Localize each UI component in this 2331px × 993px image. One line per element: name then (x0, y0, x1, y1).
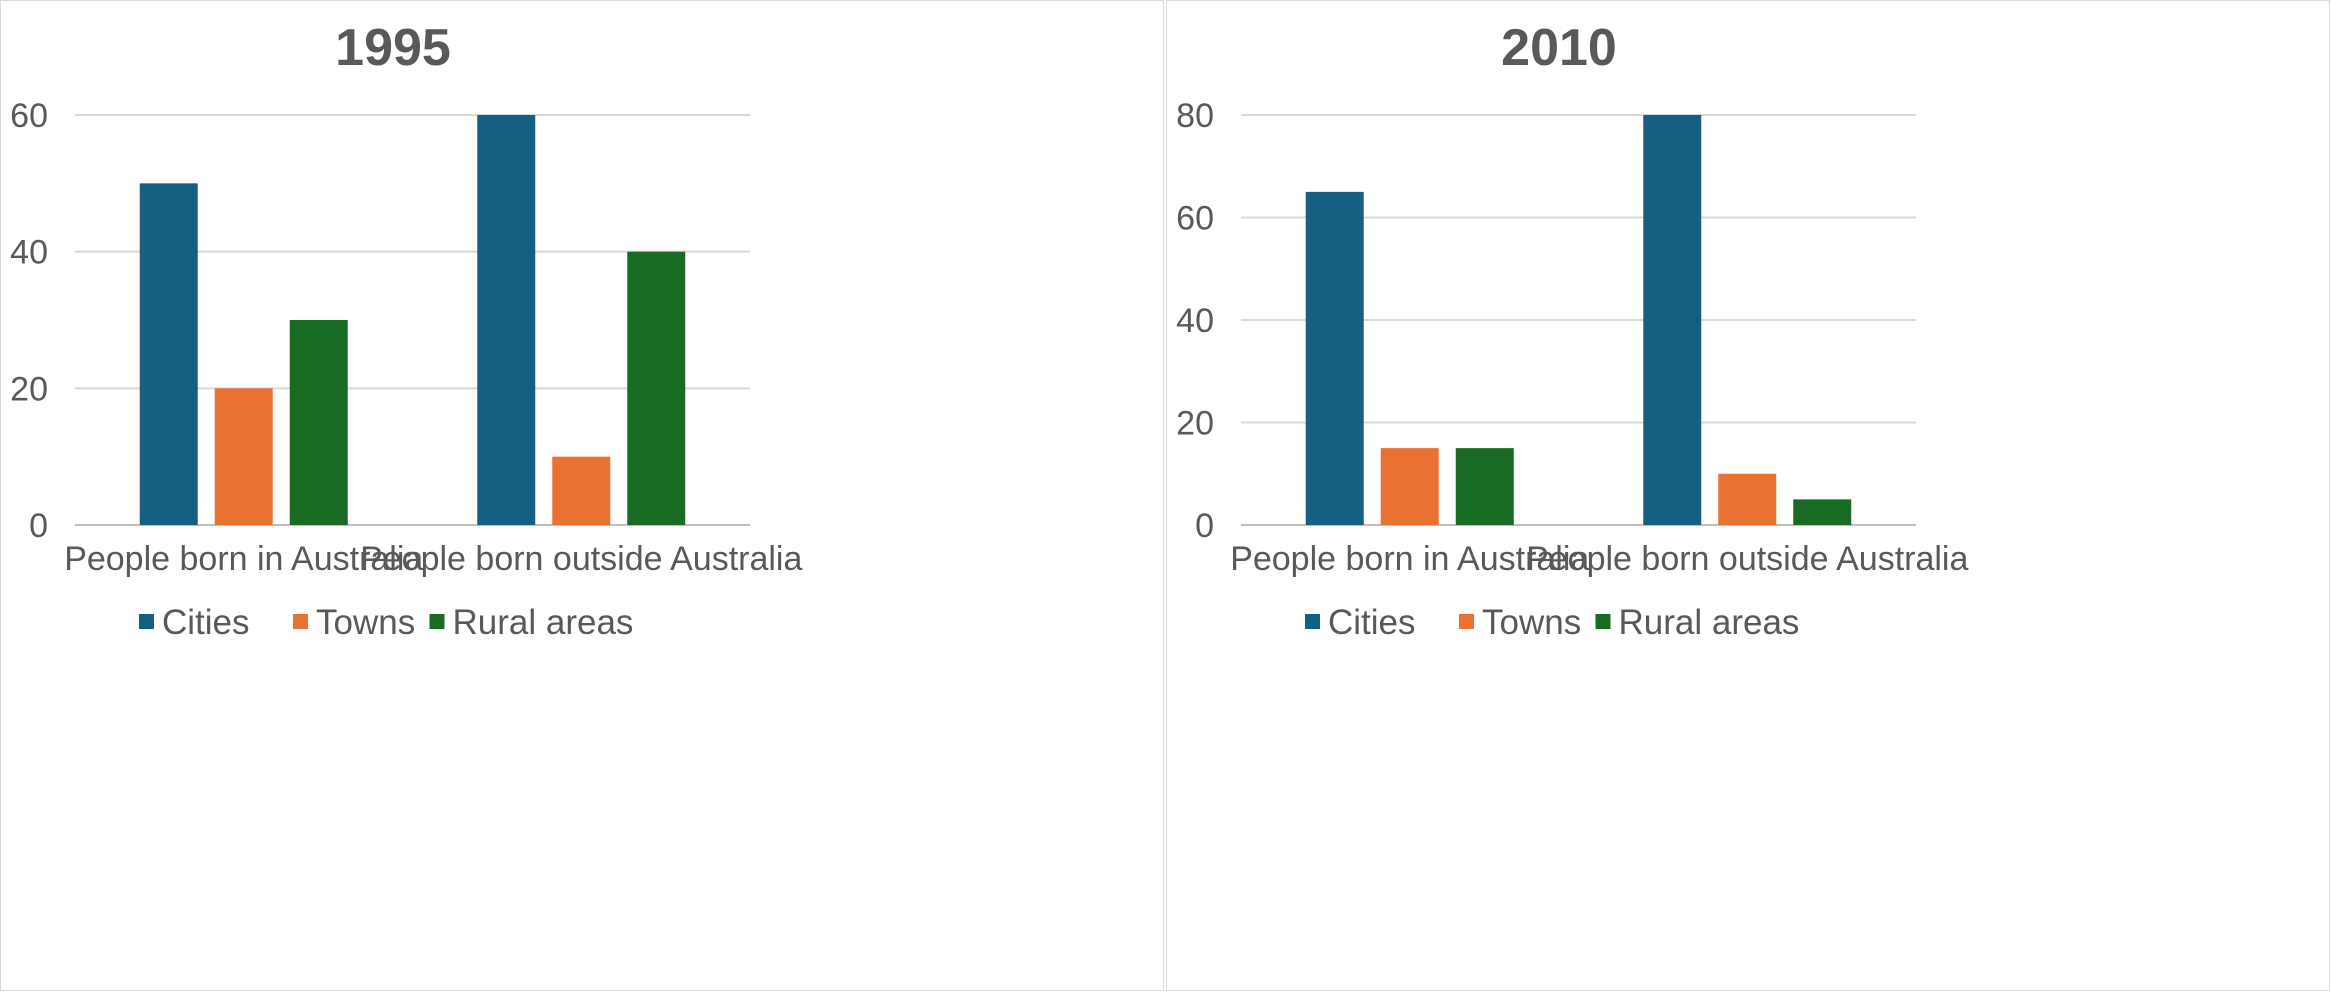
y-tick-label: 60 (1176, 200, 1214, 238)
chart-title: 2010 (1501, 19, 1617, 77)
y-tick-label: 40 (1176, 302, 1214, 340)
legend-label: Rural areas (453, 603, 634, 642)
x-category-label: People born outside Australia (1526, 540, 1968, 578)
legend-swatch (1459, 614, 1474, 629)
legend-label: Towns (316, 603, 415, 642)
x-category-label: People born outside Australia (360, 540, 802, 578)
legend-swatch (139, 614, 154, 629)
chart-panel-1995: 1995 0 20 40 60 People born in Australia Peopl… (0, 0, 1164, 991)
legend-swatch (1305, 614, 1320, 629)
bar-towns (214, 388, 273, 525)
y-tick-label: 60 (10, 97, 48, 135)
bar-towns (1380, 448, 1439, 525)
legend-label: Cities (1328, 603, 1416, 642)
x-category-label: People born in Australia (64, 540, 423, 578)
y-tick-label: 20 (1176, 405, 1214, 443)
bar-towns (1718, 473, 1777, 525)
bar-cities (1305, 191, 1364, 525)
y-tick-label: 0 (29, 507, 48, 545)
legend-label: Cities (162, 603, 250, 642)
legend-swatch (429, 614, 445, 629)
bar-rural-areas (1793, 499, 1852, 525)
legend-swatch (1595, 614, 1611, 629)
bar-cities (477, 115, 536, 525)
bar-chart-2010: 2010 0 20 40 60 80 People born in AustraliaPeo… (1176, 19, 1968, 642)
y-tick-label: 80 (1176, 97, 1214, 135)
legend: Cities Towns Rural areas (1305, 603, 1799, 642)
bar-chart-1995: 1995 0 20 40 60 People born in AustraliaPeopl… (10, 19, 802, 642)
legend: Cities Towns Rural areas (139, 603, 633, 642)
bar-rural-areas (289, 320, 348, 525)
chart-panel-2010: 2010 0 20 40 60 80 People born in Australia Peo… (1166, 0, 2330, 991)
bar-rural-areas (1455, 448, 1514, 525)
x-category-label: People born in Australia (1230, 540, 1589, 578)
bar-rural-areas (627, 251, 686, 525)
bar-towns (552, 456, 611, 525)
bar-cities (139, 183, 198, 526)
legend-swatch (293, 614, 308, 629)
chart-title: 1995 (335, 19, 451, 77)
y-tick-label: 40 (10, 234, 48, 272)
legend-label: Towns (1482, 603, 1581, 642)
legend-label: Rural areas (1619, 603, 1800, 642)
y-tick-label: 20 (10, 370, 48, 408)
bar-cities (1643, 115, 1702, 525)
y-tick-label: 0 (1195, 507, 1214, 545)
